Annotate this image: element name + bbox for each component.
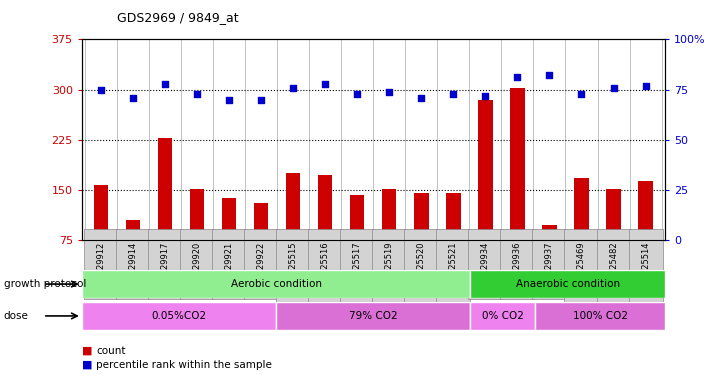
Point <box>512 75 523 81</box>
Text: GSM225515: GSM225515 <box>289 242 298 292</box>
Bar <box>542 225 557 240</box>
Point <box>384 88 395 94</box>
Point <box>576 90 587 96</box>
Text: percentile rank within the sample: percentile rank within the sample <box>96 360 272 370</box>
Text: 79% CO2: 79% CO2 <box>349 311 397 321</box>
Text: count: count <box>96 346 125 355</box>
Bar <box>350 195 365 240</box>
Bar <box>471 270 665 298</box>
Text: 0.05%CO2: 0.05%CO2 <box>151 311 206 321</box>
Text: GDS2969 / 9849_at: GDS2969 / 9849_at <box>117 11 239 24</box>
Text: GSM225469: GSM225469 <box>577 242 586 292</box>
Text: GSM225514: GSM225514 <box>641 242 650 292</box>
Text: GSM29922: GSM29922 <box>257 242 266 286</box>
Point <box>448 90 459 96</box>
Bar <box>126 220 140 240</box>
Text: GSM29920: GSM29920 <box>193 242 202 286</box>
Point <box>640 82 651 88</box>
Bar <box>510 88 525 240</box>
Point <box>544 72 555 78</box>
Text: GSM225516: GSM225516 <box>321 242 330 292</box>
Bar <box>276 302 471 330</box>
Point <box>287 84 299 90</box>
Text: dose: dose <box>4 311 28 321</box>
Text: ■: ■ <box>82 346 92 355</box>
Text: 0% CO2: 0% CO2 <box>482 311 524 321</box>
Bar <box>414 193 429 240</box>
Text: growth protocol: growth protocol <box>4 279 86 289</box>
Bar <box>606 189 621 240</box>
Bar <box>382 189 397 240</box>
Point <box>480 93 491 99</box>
Text: GSM29934: GSM29934 <box>481 242 490 287</box>
Text: GSM29937: GSM29937 <box>545 242 554 287</box>
Bar <box>286 173 301 240</box>
Text: Aerobic condition: Aerobic condition <box>230 279 321 289</box>
Point <box>319 81 331 87</box>
Text: Anaerobic condition: Anaerobic condition <box>515 279 620 289</box>
Point <box>223 97 235 103</box>
Bar <box>318 175 333 240</box>
Point <box>127 94 139 100</box>
Text: GSM29936: GSM29936 <box>513 242 522 287</box>
Text: GSM29912: GSM29912 <box>97 242 105 286</box>
Bar <box>479 100 493 240</box>
Text: GSM225482: GSM225482 <box>609 242 618 292</box>
Point <box>191 90 203 96</box>
Bar <box>82 302 276 330</box>
Text: GSM29921: GSM29921 <box>225 242 234 286</box>
Bar <box>574 178 589 240</box>
Point <box>255 97 267 103</box>
Text: ■: ■ <box>82 360 92 370</box>
Bar <box>535 302 665 330</box>
Point <box>95 87 107 93</box>
Text: 100% CO2: 100% CO2 <box>572 311 628 321</box>
Text: GSM225520: GSM225520 <box>417 242 426 292</box>
Text: GSM225519: GSM225519 <box>385 242 394 292</box>
Bar <box>638 181 653 240</box>
Text: GSM225521: GSM225521 <box>449 242 458 292</box>
Bar <box>254 203 268 240</box>
Bar <box>94 185 108 240</box>
Point <box>159 81 171 87</box>
Point <box>416 94 427 100</box>
Bar <box>222 198 236 240</box>
Bar <box>190 189 204 240</box>
Bar <box>447 193 461 240</box>
Point <box>608 84 619 90</box>
Point <box>351 90 363 96</box>
Bar <box>82 270 471 298</box>
Text: GSM29917: GSM29917 <box>161 242 169 287</box>
Bar <box>471 302 535 330</box>
Text: GSM225517: GSM225517 <box>353 242 362 292</box>
Bar <box>158 138 172 240</box>
Text: GSM29914: GSM29914 <box>129 242 137 286</box>
